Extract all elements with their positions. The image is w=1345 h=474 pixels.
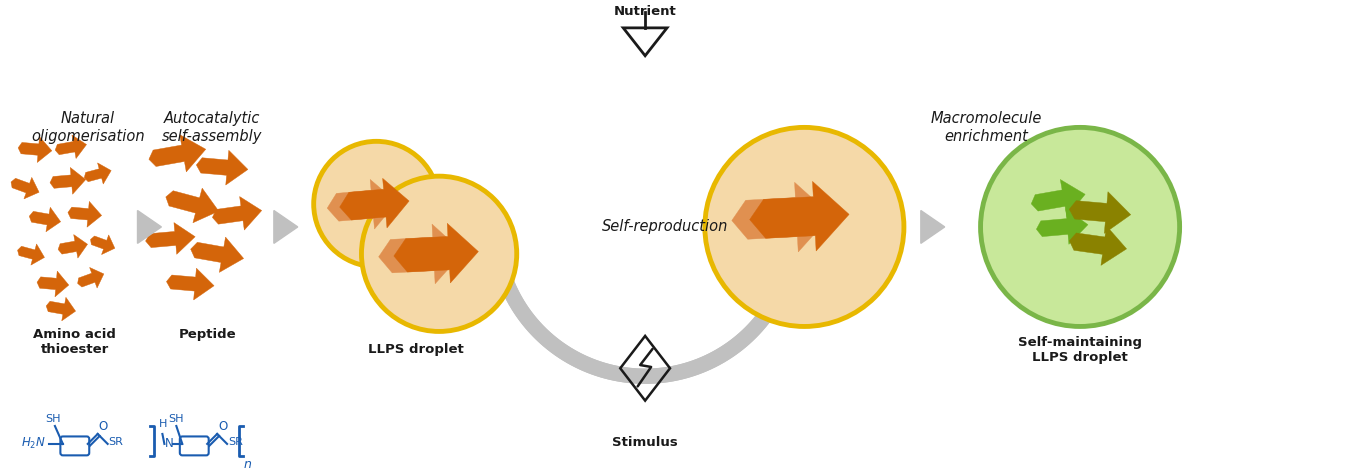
Text: Natural
oligomerisation: Natural oligomerisation [31, 111, 144, 144]
Polygon shape [46, 297, 75, 321]
Polygon shape [145, 223, 195, 255]
Polygon shape [921, 210, 944, 243]
Polygon shape [137, 210, 161, 243]
Text: SR: SR [229, 437, 243, 447]
Polygon shape [90, 235, 114, 255]
Text: n: n [243, 458, 252, 471]
Circle shape [362, 176, 516, 331]
Text: O: O [98, 420, 108, 433]
Polygon shape [30, 207, 61, 232]
Polygon shape [165, 188, 219, 223]
Text: H: H [159, 419, 167, 429]
Polygon shape [1069, 226, 1127, 265]
Text: Autocatalytic
self-assembly: Autocatalytic self-assembly [161, 111, 262, 144]
Polygon shape [1037, 209, 1088, 244]
Polygon shape [38, 271, 69, 297]
Polygon shape [85, 163, 112, 184]
Text: Macromolecule
enrichment: Macromolecule enrichment [931, 111, 1042, 144]
Polygon shape [327, 180, 397, 229]
Polygon shape [379, 224, 463, 284]
Text: SH: SH [46, 414, 61, 424]
Text: SH: SH [168, 414, 184, 424]
Circle shape [313, 141, 438, 267]
Polygon shape [55, 135, 86, 158]
Text: $H_2N$: $H_2N$ [22, 437, 46, 451]
Polygon shape [17, 137, 52, 163]
Circle shape [981, 128, 1180, 327]
Polygon shape [196, 150, 247, 185]
Polygon shape [50, 167, 86, 194]
Text: Peptide: Peptide [179, 328, 235, 341]
Polygon shape [749, 182, 849, 251]
Polygon shape [67, 201, 102, 227]
Polygon shape [732, 182, 831, 252]
Polygon shape [213, 197, 262, 230]
Polygon shape [78, 267, 104, 288]
Polygon shape [58, 235, 87, 258]
Text: Self-reproduction: Self-reproduction [601, 219, 728, 235]
Text: LLPS droplet: LLPS droplet [369, 343, 464, 356]
Text: N: N [164, 438, 174, 450]
Polygon shape [340, 178, 409, 228]
Polygon shape [191, 237, 243, 273]
Polygon shape [274, 210, 297, 243]
Polygon shape [11, 177, 39, 199]
Text: O: O [218, 420, 227, 433]
Polygon shape [149, 135, 206, 172]
Text: Stimulus: Stimulus [612, 436, 678, 449]
Polygon shape [167, 268, 214, 300]
Polygon shape [17, 244, 44, 265]
Text: SR: SR [109, 437, 124, 447]
Polygon shape [1069, 191, 1131, 233]
Polygon shape [394, 223, 479, 283]
Polygon shape [1032, 180, 1085, 217]
Text: Nutrient: Nutrient [613, 5, 677, 18]
Circle shape [705, 128, 904, 327]
Text: Amino acid
thioester: Amino acid thioester [34, 328, 116, 356]
Text: Self-maintaining
LLPS droplet: Self-maintaining LLPS droplet [1018, 337, 1142, 365]
